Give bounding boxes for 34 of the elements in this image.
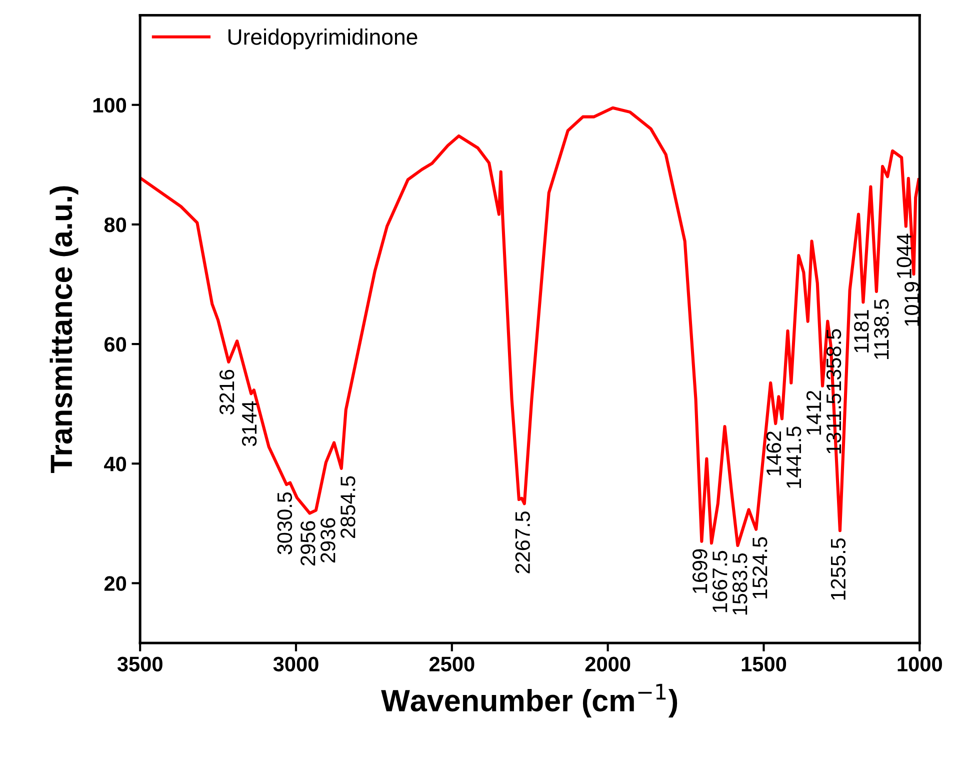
annotation: 1138.5 xyxy=(874,299,889,359)
annotation: 2854.5 xyxy=(340,476,356,538)
annotation: 1412 xyxy=(806,390,821,435)
annotation: 1311.5 xyxy=(826,394,842,454)
y-axis-title: Transmittance (a.u.) xyxy=(50,186,78,474)
annotation: 1441.5 xyxy=(786,426,802,488)
x-tick-label: 3500 xyxy=(117,656,162,672)
x-tick-label: 3000 xyxy=(273,656,318,672)
annotation: 2956 xyxy=(300,521,316,566)
annotation: 1358.5 xyxy=(826,329,842,390)
annotation: 3216 xyxy=(219,370,234,414)
annotation: 2936 xyxy=(320,518,336,562)
y-tick-label: 80 xyxy=(104,217,126,232)
legend-label: Ureidopyrimidinone xyxy=(228,28,418,50)
x-axis-title: Wavenumber (cm$^{−1}$) xyxy=(381,684,678,718)
y-tick-label: 60 xyxy=(104,337,126,352)
annotation: 1699 xyxy=(692,549,708,594)
annotation: 1524.5 xyxy=(752,537,768,598)
y-tick-label: 40 xyxy=(104,456,126,472)
annotation: 1255.5 xyxy=(830,538,846,600)
annotation: 3144 xyxy=(242,401,257,446)
y-tick-label: 20 xyxy=(104,576,126,591)
y-tick-label: 100 xyxy=(93,98,126,113)
x-tick-label: 1500 xyxy=(742,656,786,672)
annotation: 1667.5 xyxy=(712,550,728,612)
x-tick-label: 1000 xyxy=(898,656,942,672)
annotation: 2267.5 xyxy=(515,511,530,574)
annotation: 1462 xyxy=(766,432,782,476)
x-tick-label: 2500 xyxy=(429,656,474,672)
annotation: 3030.5 xyxy=(277,492,292,554)
annotation: 1181 xyxy=(854,310,869,352)
annotation: 1583.5 xyxy=(732,553,748,615)
annotation: 1044 xyxy=(896,234,912,278)
x-tick-label: 2000 xyxy=(585,656,630,672)
